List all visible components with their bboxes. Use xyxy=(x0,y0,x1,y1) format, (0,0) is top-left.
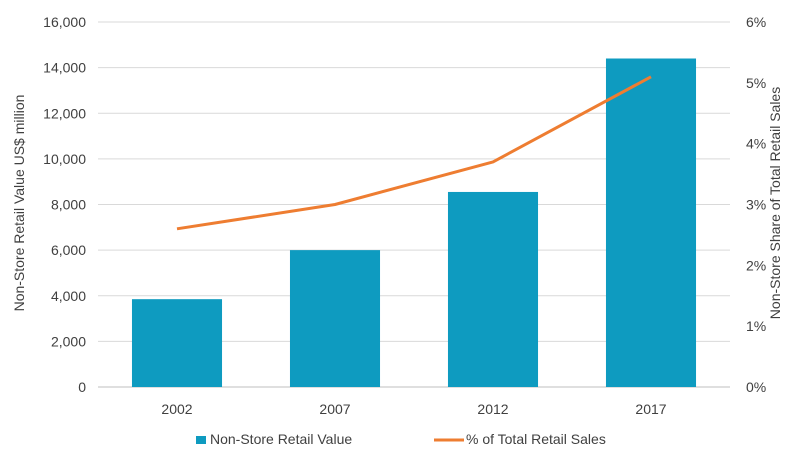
y-tick-label: 0 xyxy=(78,379,86,395)
y-tick-label: 2,000 xyxy=(51,333,86,349)
x-axis-ticks: 2002 2007 2012 2017 xyxy=(161,401,666,417)
y-axis-title: Non-Store Retail Value US$ million xyxy=(11,95,27,312)
y-tick-label: 10,000 xyxy=(43,151,86,167)
x-tick-label: 2007 xyxy=(319,401,350,417)
legend: Non-Store Retail Value % of Total Retail… xyxy=(196,431,606,447)
y2-tick-label: 0% xyxy=(746,379,766,395)
y2-tick-label: 3% xyxy=(746,197,766,213)
y2-axis-title: Non-Store Share of Total Retail Sales xyxy=(767,87,783,319)
legend-bar-swatch xyxy=(196,436,206,444)
x-tick-label: 2002 xyxy=(161,401,192,417)
y2-tick-label: 1% xyxy=(746,318,766,334)
y2-tick-label: 2% xyxy=(746,257,766,273)
y-tick-label: 4,000 xyxy=(51,288,86,304)
bar xyxy=(290,250,380,387)
y2-tick-label: 5% xyxy=(746,75,766,91)
left-axis-ticks: 0 2,000 4,000 6,000 8,000 10,000 12,000 14,000 1… xyxy=(43,14,86,395)
y-tick-label: 6,000 xyxy=(51,242,86,258)
y-tick-label: 12,000 xyxy=(43,105,86,121)
bar xyxy=(132,299,222,387)
right-axis-ticks: 0% 1% 2% 3% 4% 5% 6% xyxy=(746,14,766,395)
series-line xyxy=(177,77,651,229)
legend-line-label: % of Total Retail Sales xyxy=(466,431,606,447)
bar xyxy=(606,59,696,388)
bar xyxy=(448,192,538,387)
y2-tick-label: 4% xyxy=(746,136,766,152)
line-series xyxy=(177,77,651,229)
y-tick-label: 16,000 xyxy=(43,14,86,30)
x-tick-label: 2017 xyxy=(635,401,666,417)
x-tick-label: 2012 xyxy=(477,401,508,417)
legend-bar-label: Non-Store Retail Value xyxy=(210,431,352,447)
y-tick-label: 8,000 xyxy=(51,197,86,213)
y-tick-label: 14,000 xyxy=(43,60,86,76)
y2-tick-label: 6% xyxy=(746,14,766,30)
